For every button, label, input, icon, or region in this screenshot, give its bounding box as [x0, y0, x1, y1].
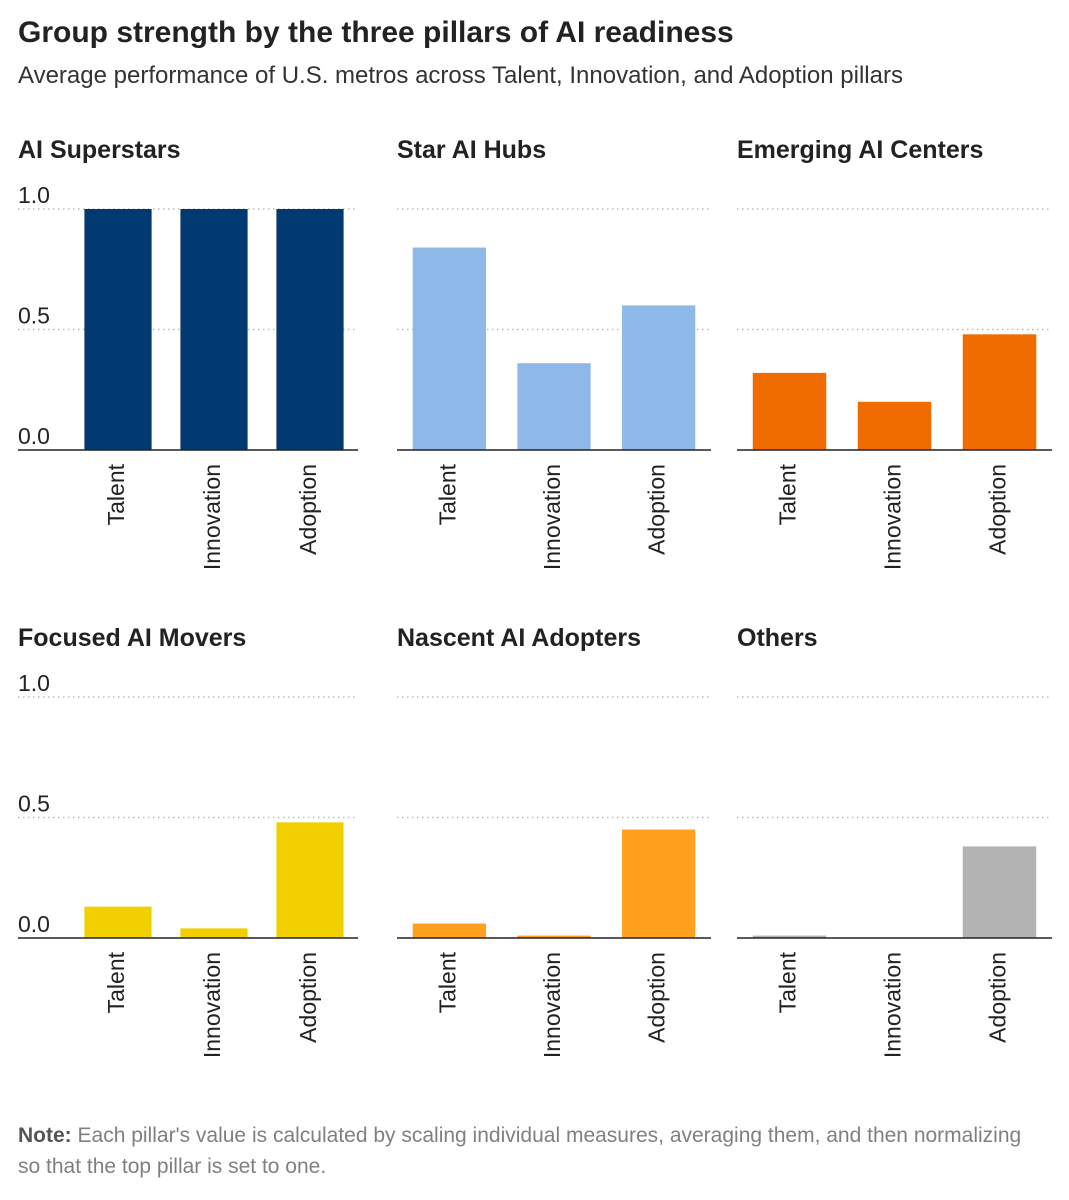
x-tick-label: Talent	[103, 951, 129, 1013]
y-tick-label: 0.5	[18, 303, 50, 329]
bar-talent	[412, 247, 486, 450]
y-tick-label: 0.0	[18, 423, 50, 449]
x-tick-label: Adoption	[985, 952, 1011, 1043]
x-tick-label: Innovation	[199, 464, 225, 570]
chart-svg: Talent Innovation Adoption	[397, 696, 711, 1058]
bar-innovation	[180, 209, 248, 450]
panel-nascent-ai-adopters: Nascent AI Adopters Talent Innovation Adop…	[397, 624, 711, 1094]
chart-title: Group strength by the three pillars of A…	[18, 16, 734, 49]
x-tick-label: Adoption	[985, 464, 1011, 555]
panel-title: AI Superstars	[18, 136, 181, 164]
panel-title: Focused AI Movers	[18, 624, 247, 652]
panel-focused-ai-movers: Focused AI Movers 0.0 0.5 1.0 Talent Innovat…	[18, 624, 358, 1094]
x-tick-label: Talent	[434, 463, 460, 525]
panel-title: Star AI Hubs	[397, 136, 547, 164]
x-tick-label: Adoption	[295, 952, 321, 1043]
x-tick-label: Talent	[434, 951, 460, 1013]
y-tick-label: 0.5	[18, 791, 50, 817]
note-text: Each pillar's value is calculated by sca…	[18, 1124, 1022, 1178]
bar-talent	[412, 923, 486, 938]
x-tick-label: Innovation	[880, 952, 906, 1058]
x-tick-label: Talent	[103, 463, 129, 525]
x-tick-label: Adoption	[295, 464, 321, 555]
bar-innovation	[517, 935, 591, 938]
bar-adoption	[622, 305, 696, 450]
panel-ai-superstars: AI Superstars 0.0 0.5 1.0 Talent Innovation A…	[18, 136, 358, 606]
x-tick-label: Innovation	[199, 952, 225, 1058]
y-tick-label: 1.0	[18, 182, 50, 208]
chart-svg: 0.0 0.5 1.0 Talent Innovation Adoption	[18, 182, 358, 570]
x-tick-label: Adoption	[644, 952, 670, 1043]
panel-title: Nascent AI Adopters	[397, 624, 642, 652]
chart-subtitle: Average performance of U.S. metros acros…	[18, 62, 903, 89]
x-tick-label: Innovation	[539, 464, 565, 570]
bar-adoption	[962, 334, 1037, 450]
x-tick-label: Innovation	[880, 464, 906, 570]
panel-star-ai-hubs: Star AI Hubs Talent Innovation Adoption	[397, 136, 711, 606]
bar-adoption	[276, 209, 344, 450]
chart-svg: Talent Innovation Adoption	[737, 696, 1052, 1058]
panel-title: Emerging AI Centers	[737, 136, 984, 164]
y-tick-label: 1.0	[18, 670, 50, 696]
note-label: Note:	[18, 1124, 72, 1147]
bar-adoption	[962, 846, 1037, 938]
chart-note: Note: Each pillar's value is calculated …	[18, 1120, 1028, 1182]
x-tick-label: Adoption	[644, 464, 670, 555]
panel-others: Others Talent Innovation Adoption	[737, 624, 1052, 1094]
bar-innovation	[180, 928, 248, 938]
panel-emerging-ai-centers: Emerging AI Centers Talent Innovation Adop…	[737, 136, 1052, 606]
bar-adoption	[622, 829, 696, 938]
x-tick-label: Talent	[775, 951, 801, 1013]
chart-svg: Talent Innovation Adoption	[737, 208, 1052, 570]
x-tick-label: Innovation	[539, 952, 565, 1058]
bar-innovation	[857, 401, 932, 450]
bar-innovation	[517, 363, 591, 450]
y-tick-label: 0.0	[18, 911, 50, 937]
bar-talent	[752, 372, 827, 450]
chart-svg: Talent Innovation Adoption	[397, 208, 711, 570]
bar-talent	[752, 935, 827, 938]
bar-talent	[84, 209, 152, 450]
chart-svg: 0.0 0.5 1.0 Talent Innovation Adoption	[18, 670, 358, 1058]
bar-talent	[84, 906, 152, 938]
panel-title: Others	[737, 624, 818, 652]
x-tick-label: Talent	[775, 463, 801, 525]
bar-adoption	[276, 822, 344, 938]
